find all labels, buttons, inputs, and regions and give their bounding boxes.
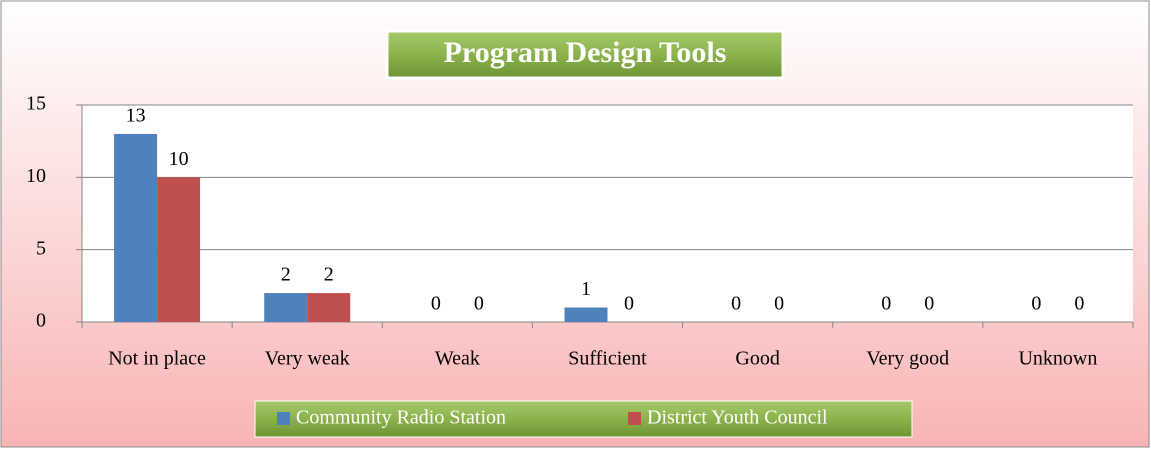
value-label: 2 xyxy=(281,264,291,286)
x-tick-label: Very good xyxy=(866,348,949,370)
bar xyxy=(564,307,608,322)
value-label: 10 xyxy=(169,148,189,170)
x-tick-label: Very weak xyxy=(265,348,350,370)
y-tick-label: 15 xyxy=(26,93,46,115)
value-label: 0 xyxy=(774,293,784,315)
legend-label: Community Radio Station xyxy=(296,407,506,429)
legend-label: District Youth Council xyxy=(647,407,828,429)
bar xyxy=(157,177,201,322)
y-tick-label: 10 xyxy=(26,165,46,187)
title-box xyxy=(385,29,785,80)
value-label: 0 xyxy=(924,293,934,315)
value-label: 0 xyxy=(431,293,441,315)
value-label: 0 xyxy=(731,293,741,315)
legend-swatch xyxy=(277,412,290,425)
y-tick-label: 5 xyxy=(36,237,46,259)
y-tick-label: 0 xyxy=(36,310,46,332)
bar xyxy=(264,293,308,322)
value-label: 0 xyxy=(624,293,634,315)
value-label: 0 xyxy=(474,293,484,315)
x-tick-label: Sufficient xyxy=(568,348,647,370)
x-tick-label: Not in place xyxy=(108,348,206,370)
bar xyxy=(307,293,351,322)
bar xyxy=(114,133,158,322)
chart-title: Program Design Tools xyxy=(444,36,727,69)
x-tick-label: Weak xyxy=(435,348,480,370)
value-label: 2 xyxy=(324,264,334,286)
x-tick-label: Unknown xyxy=(1018,348,1097,370)
value-label: 0 xyxy=(881,293,891,315)
value-label: 13 xyxy=(126,105,146,127)
plot-area xyxy=(82,105,1133,322)
value-label: 0 xyxy=(1031,293,1041,315)
legend-box xyxy=(254,400,913,438)
legend-swatch xyxy=(628,412,641,425)
value-label: 0 xyxy=(1074,293,1084,315)
x-tick-label: Good xyxy=(735,348,779,370)
value-label: 1 xyxy=(581,278,591,300)
